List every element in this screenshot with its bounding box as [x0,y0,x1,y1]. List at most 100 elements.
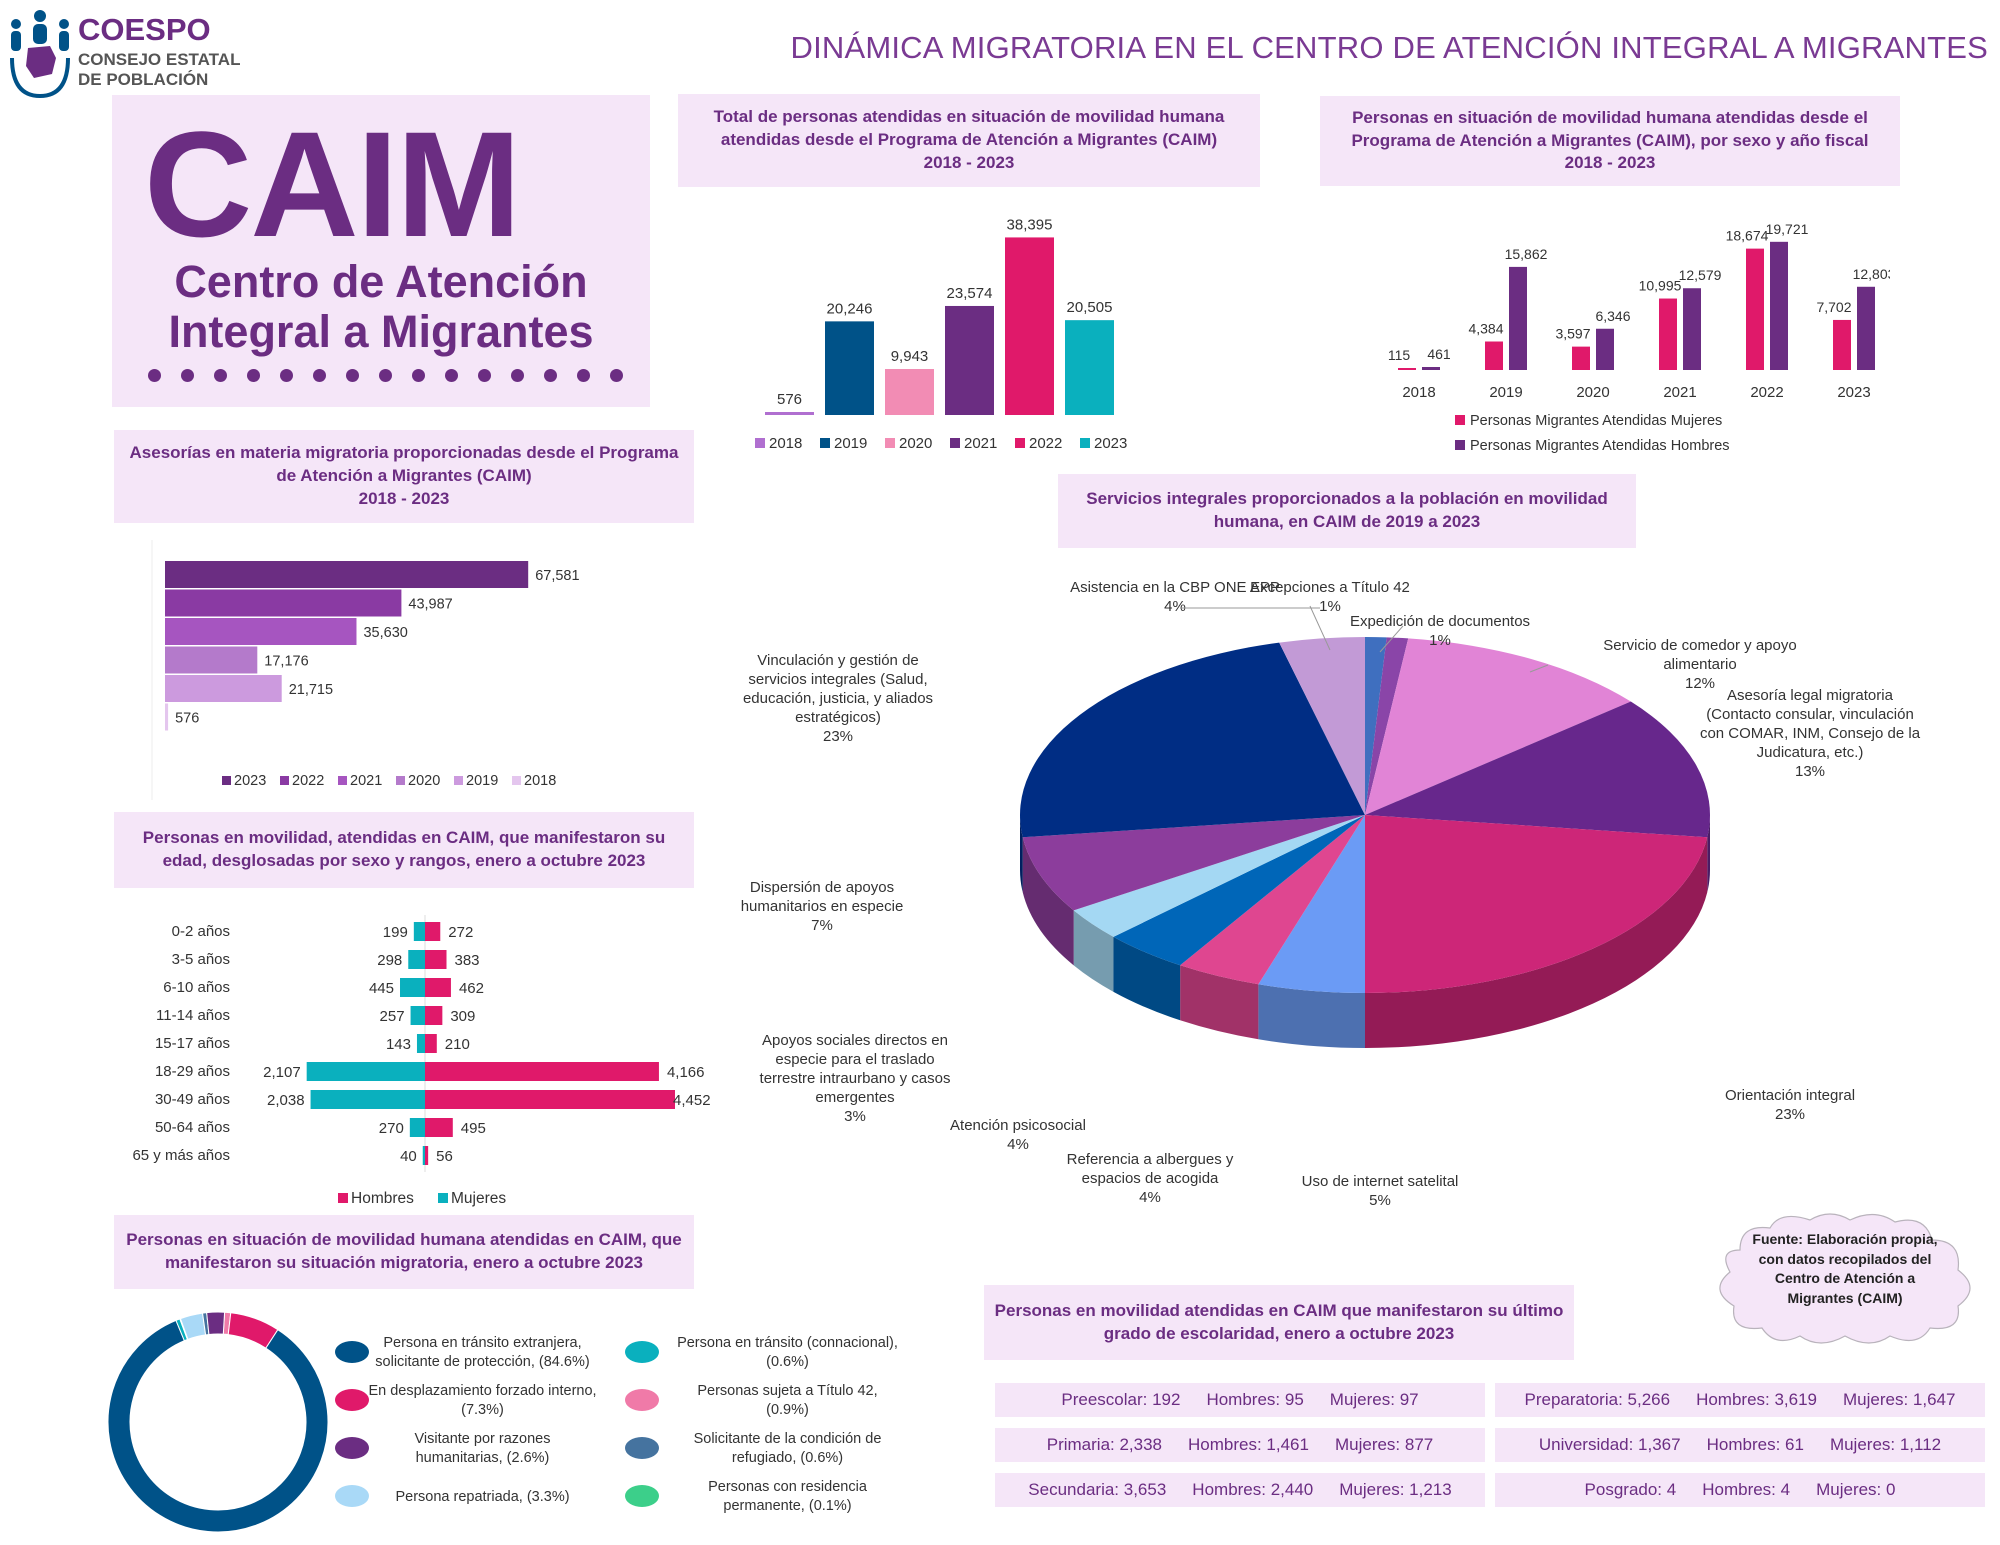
escolaridad-row: Preescolar: 192 Hombres: 95 Mujeres: 97 [995,1383,1485,1417]
legend-label-1: En desplazamiento forzado interno, (7.3%) [368,1383,596,1418]
chart-situacion-title: Personas en situación de movilidad human… [114,1215,694,1289]
pie-label-line: (Contacto consular, vinculación [1706,706,1914,723]
bar-2018 [765,412,814,415]
bar-label-hombres: 383 [455,952,480,969]
decorative-dot [576,369,590,382]
escolaridad-mujeres: Mujeres: 97 [1329,1390,1419,1409]
bar-2022 [165,589,402,617]
bar-mujeres [410,1006,425,1025]
bar-label-2023-1: 12,803 [1853,266,1890,282]
pie-side-6 [1180,965,1259,1040]
bar-2023 [165,561,529,588]
legend-label-2020: 2020 [408,773,440,789]
pie-slice-0 [1365,637,1387,815]
pie-slice-1 [1365,637,1409,815]
escolaridad-hombres: Hombres: 1,461 [1188,1435,1309,1454]
bar-hombres-2022 [1770,241,1788,370]
age-label: 6-10 años [163,979,230,996]
pie-label-pct: 12% [1685,675,1715,692]
age-label: 0-2 años [172,923,230,940]
chart-escolaridad-title-text: Personas en movilidad atendidas en CAIM … [994,1300,1564,1343]
escolaridad-row: Posgrado: 4 Hombres: 4 Mujeres: 0 [1495,1473,1985,1507]
legend-line: Persona en tránsito (connacional), [677,1335,898,1351]
pie-slice-5 [1258,815,1365,993]
caim-acronym: CAIM [144,100,521,268]
age-label: 18-29 años [155,1063,230,1080]
bar-label-mujeres: 257 [380,1008,405,1025]
bar-hombres [425,950,447,969]
decorative-dot [411,369,425,382]
decorative-dot [312,369,326,382]
age-label: 65 y más años [132,1147,230,1164]
escolaridad-mujeres: Mujeres: 0 [1816,1480,1896,1499]
legend-line: refugiado, (0.6%) [732,1450,843,1466]
bar-hombres [425,978,451,997]
chart-servicios-title: Servicios integrales proporcionados a la… [1058,474,1636,548]
legend-swatch-0 [1455,415,1465,425]
bar-2019 [165,675,282,702]
chart-escolaridad-title: Personas en movilidad atendidas en CAIM … [984,1285,1574,1360]
escolaridad-mujeres: Mujeres: 877 [1334,1435,1434,1454]
legend-swatch-2021 [338,776,347,785]
logo-line2: DE POBLACIÓN [78,70,209,89]
bar-hombres-2021 [1683,288,1701,370]
coespo-emblem-icon [10,10,70,98]
leader-line-2 [1529,664,1549,673]
bar-label-hombres: 272 [448,924,473,941]
decorative-dot [279,369,293,382]
legend-swatch-2 [335,1437,369,1459]
pie-label-line: servicios integrales (Salud, [748,671,927,688]
caim-dots [130,369,640,387]
legend-label-6: Solicitante de la condición de refugiado,… [694,1431,882,1466]
bar-label-2022-0: 18,674 [1726,228,1769,244]
bar-label-2023: 67,581 [535,568,579,584]
pie-label-line: Asesoría legal migratoria [1727,687,1894,704]
decorative-dot [543,369,557,382]
decorative-dot [213,369,227,382]
bar-label-hombres: 495 [461,1120,486,1137]
legend-label-2022: 2022 [292,773,324,789]
legend-line: Persona en tránsito extranjera, [383,1335,581,1351]
bar-label-2021: 23,574 [947,285,993,302]
legend-swatch-2019 [820,438,830,448]
source-note: Fuente: Elaboración propia, con datos re… [1752,1231,1938,1306]
legend-line: humanitarias, (2.6%) [416,1450,550,1466]
bar-label-2022: 38,395 [1007,216,1053,233]
bar-label-2023-0: 7,702 [1816,299,1851,315]
legend-line: Personas sujeta a Título 42, [697,1383,877,1399]
pie-label-pct: 7% [811,917,833,934]
bar-label-mujeres: 40 [400,1148,417,1165]
pie-label-10: Vinculación y gestión de servicios integr… [743,652,933,745]
pie-label-pct: 1% [1429,632,1451,649]
bar-hombres [425,922,441,941]
pie-label-line: especie para el traslado [775,1051,934,1068]
pie-label-pct: 23% [823,728,853,745]
coespo-logo: COESPO CONSEJO ESTATAL DE POBLACIÓN [8,8,248,100]
pie-slice-9 [1022,815,1365,911]
chart-situacion: Persona en tránsito extranjera, solicitan… [107,1311,898,1533]
escolaridad-mujeres: Mujeres: 1,647 [1843,1390,1956,1409]
bar-label-hombres: 309 [450,1008,475,1025]
bar-hombres [425,1034,437,1053]
page-title: DINÁMICA MIGRATORIA EN EL CENTRO DE ATEN… [790,30,1988,65]
legend-swatch-1 [335,1389,369,1411]
legend-label-2021: 2021 [350,773,382,789]
pie-label-8: Apoyos sociales directos en especie para … [760,1032,951,1125]
bar-hombres [425,1146,429,1165]
legend-label-2020: 2020 [899,435,932,452]
legend-line: Solicitante de la condición de [694,1431,882,1447]
pie-slice-7 [1113,815,1365,966]
chart-edad-title: Personas en movilidad, atendidas en CAIM… [114,812,694,888]
bar-hombres-2018 [1422,367,1440,370]
bar-label-mujeres: 445 [369,980,394,997]
bar-label-mujeres: 270 [379,1120,404,1137]
bar-mujeres [408,950,425,969]
legend-swatch-6 [625,1437,659,1459]
age-label: 50-64 años [155,1119,230,1136]
legend-swatch-2021 [950,438,960,448]
escolaridad-nivel: Secundaria: 3,653 [1028,1480,1167,1499]
legend-swatch-3 [335,1485,369,1507]
pie-label-line: Expedición de documentos [1350,613,1530,630]
leader-line-0 [1309,605,1331,651]
escolaridad-row: Secundaria: 3,653 Hombres: 2,440 Mujeres: … [995,1473,1485,1507]
